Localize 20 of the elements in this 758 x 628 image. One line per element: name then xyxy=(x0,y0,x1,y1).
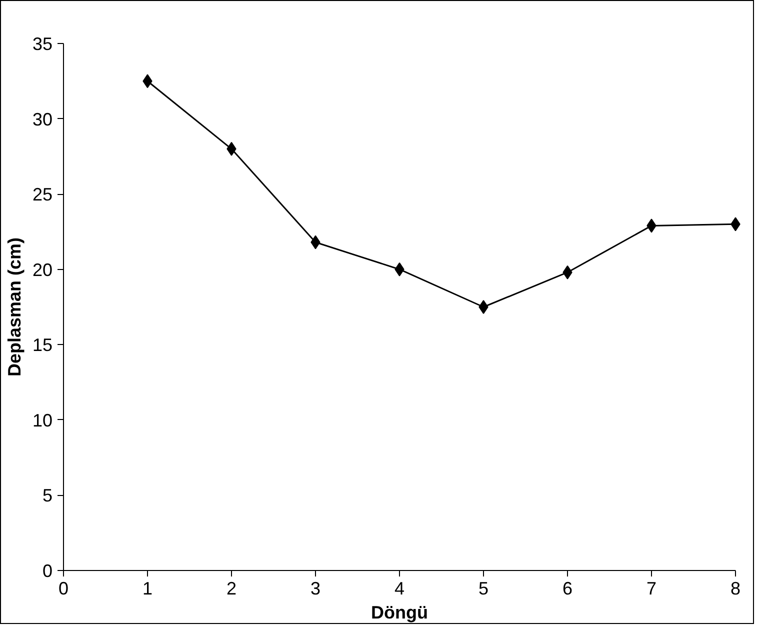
y-tick-label: 0 xyxy=(42,561,53,581)
y-tick-label: 20 xyxy=(32,260,53,280)
y-tick-label: 25 xyxy=(32,184,53,205)
y-tick-label: 30 xyxy=(32,109,53,130)
y-tick-label: 5 xyxy=(42,486,53,506)
y-axis-title: Deplasman (cm) xyxy=(4,237,24,377)
x-tick-label: 2 xyxy=(226,578,237,598)
x-tick-label: 8 xyxy=(730,578,741,598)
x-tick-label: 6 xyxy=(562,578,573,598)
x-axis-title: Döngü xyxy=(371,602,428,622)
y-tick-label: 15 xyxy=(32,335,53,356)
x-tick-label: 5 xyxy=(478,578,489,598)
x-tick-label: 0 xyxy=(58,578,69,598)
y-tick-label: 35 xyxy=(32,34,53,54)
point xyxy=(478,300,488,314)
x-tick-label: 4 xyxy=(394,578,405,598)
x-tick-label: 3 xyxy=(310,578,321,598)
x-tick-label: 7 xyxy=(646,578,657,598)
x-tick-label: 1 xyxy=(142,578,153,598)
y-tick-label: 10 xyxy=(32,410,53,430)
